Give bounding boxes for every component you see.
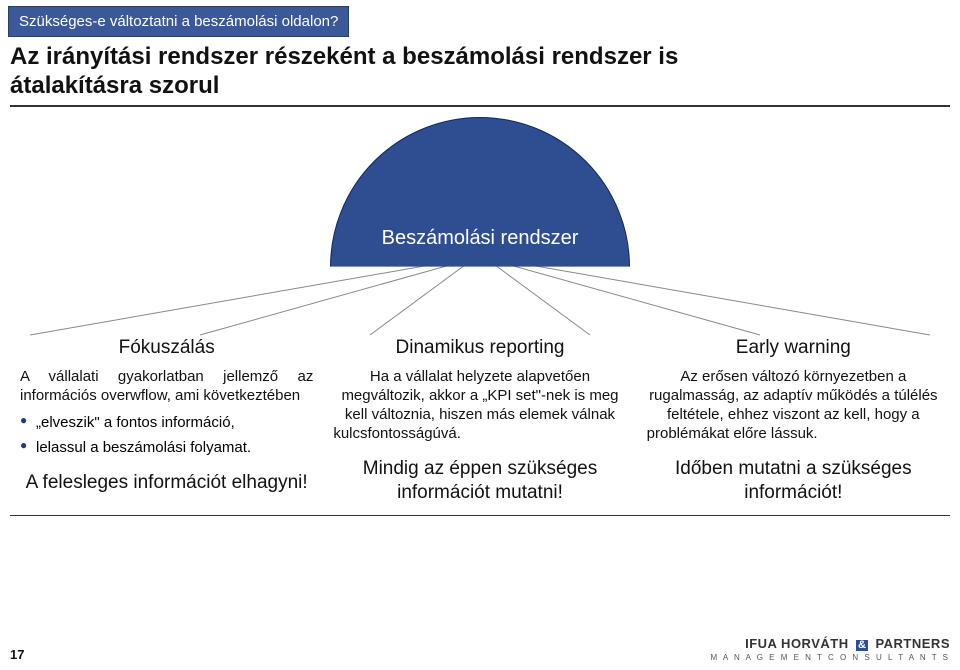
footer: 17 IFUA HORVÁTH & PARTNERS M A N A G E M… [10,636,950,662]
context-tag: Szükséges-e változtatni a beszámolási ol… [8,6,349,37]
column-earlywarning: Early warning Az erősen változó környeze… [641,337,946,505]
title-line1: Az irányítási rendszer részeként a beszá… [10,43,678,70]
col3-body: Az erősen változó környezetben a rugalma… [647,367,940,444]
page-number: 17 [10,647,24,662]
title-line2: átalakításra szorul [10,72,960,101]
logo: IFUA HORVÁTH & PARTNERS M A N A G E M E … [710,636,950,662]
page-title: Az irányítási rendszer részeként a beszá… [10,43,960,101]
col2-body: Ha a vállalat helyzete alapvetően megvál… [333,367,626,444]
column-dynamic: Dinamikus reporting Ha a vállalat helyze… [327,337,632,505]
columns: Fókuszálás A vállalati gyakorlatban jell… [0,337,960,505]
col1-foot: A felesleges információt elhagyni! [20,471,313,495]
footer-divider [10,515,950,516]
col1-bullets: „elveszik" a fontos információ, lelassul… [20,413,313,457]
column-focus: Fókuszálás A vállalati gyakorlatban jell… [14,337,319,505]
col2-head: Dinamikus reporting [333,337,626,359]
rays-svg [0,265,960,337]
rays [0,265,960,337]
semicircle-label: Beszámolási rendszer [330,227,630,250]
col3-foot: Időben mutatni a szükséges információt! [647,457,940,505]
logo-brand-left: IFUA HORVÁTH [745,636,849,651]
logo-sub: M A N A G E M E N T C O N S U L T A N T … [710,654,950,662]
col1-body: A vállalati gyakorlatban jellemző az inf… [20,367,313,405]
logo-amp-icon: & [856,640,868,651]
col1-head: Fókuszálás [20,337,313,359]
col3-head: Early warning [647,337,940,359]
logo-brand-right: PARTNERS [875,636,950,651]
diagram: Beszámolási rendszer [0,107,960,337]
col1-bullet-2: lelassul a beszámolási folyamat. [20,438,313,457]
col1-bullet-1: „elveszik" a fontos információ, [20,413,313,432]
col2-foot: Mindig az éppen szükséges információt mu… [333,457,626,505]
